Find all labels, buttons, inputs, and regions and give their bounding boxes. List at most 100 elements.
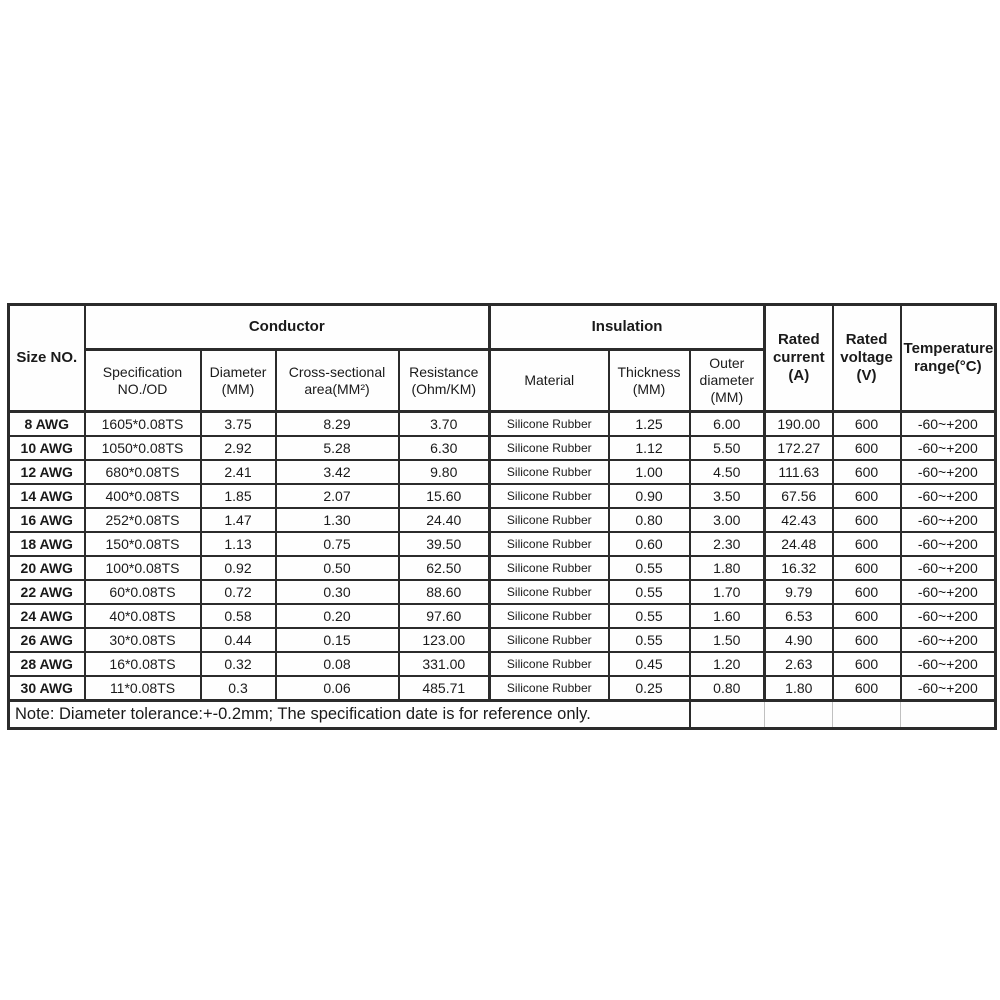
header-group-conductor: Conductor [83, 303, 492, 351]
table-cell: 8 AWG [7, 410, 86, 437]
table-cell: 1.80 [763, 675, 834, 702]
header-size-no: Size NO. [7, 303, 86, 413]
note-row: Note: Diameter tolerance:+-0.2mm; The sp… [7, 699, 997, 730]
table-cell: 15.60 [397, 483, 492, 509]
table-cell: 3.70 [397, 410, 492, 437]
table-cell: -60~+200 [899, 603, 997, 629]
table-cell: Silicone Rubber [488, 627, 610, 653]
table-row: 24 AWG 40*0.08TS 0.58 0.20 97.60 Silicone Rub… [7, 603, 997, 629]
table-cell: 9.79 [763, 579, 834, 605]
table-cell: 680*0.08TS [83, 459, 202, 485]
table-cell: 16.32 [763, 555, 834, 581]
table-cell: 600 [831, 675, 902, 702]
table-cell: 600 [831, 507, 902, 533]
table-cell: 600 [831, 555, 902, 581]
table-cell: 1.00 [607, 459, 691, 485]
table-cell: 1.12 [607, 435, 691, 461]
table-cell: 600 [831, 651, 902, 677]
header-material: Material [488, 348, 610, 413]
table-cell: 0.3 [199, 675, 277, 702]
table-cell: -60~+200 [899, 579, 997, 605]
table-cell: 1.30 [274, 507, 400, 533]
table-cell: 100*0.08TS [83, 555, 202, 581]
table-cell: 1.70 [688, 579, 767, 605]
table-cell: 16*0.08TS [83, 651, 202, 677]
table-cell: -60~+200 [899, 531, 997, 557]
table-note: Note: Diameter tolerance:+-0.2mm; The sp… [7, 699, 691, 730]
table-cell: 30 AWG [7, 675, 86, 702]
table-cell: Silicone Rubber [488, 459, 610, 485]
table-cell: 1605*0.08TS [83, 410, 202, 437]
table-row: 12 AWG 680*0.08TS 2.41 3.42 9.80 Silicone Rub… [7, 459, 997, 485]
table-cell: 0.75 [274, 531, 400, 557]
table-cell: 0.08 [274, 651, 400, 677]
table-cell: 40*0.08TS [83, 603, 202, 629]
table-cell: 0.55 [607, 579, 691, 605]
table-cell: Silicone Rubber [488, 603, 610, 629]
table-cell: -60~+200 [899, 651, 997, 677]
table-cell: 11*0.08TS [83, 675, 202, 702]
table-cell: -60~+200 [899, 483, 997, 509]
table-cell: 1.25 [607, 410, 691, 437]
table-cell: 60*0.08TS [83, 579, 202, 605]
table-cell: -60~+200 [899, 459, 997, 485]
table-cell: 8.29 [274, 410, 400, 437]
table-cell: Silicone Rubber [488, 531, 610, 557]
header-specification: Specification NO./OD [83, 348, 202, 413]
table-cell: 24.48 [763, 531, 834, 557]
table-cell: 0.55 [607, 555, 691, 581]
table-cell: Silicone Rubber [488, 410, 610, 437]
empty-cell [689, 699, 766, 730]
table-cell: 2.92 [199, 435, 277, 461]
table-cell: 5.50 [688, 435, 767, 461]
table-cell: 0.90 [607, 483, 691, 509]
table-cell: 1.20 [688, 651, 767, 677]
header-temperature-range: Temperature range(°C) [899, 303, 997, 413]
table-cell: -60~+200 [899, 555, 997, 581]
wire-spec-table: Size NO. Conductor Insulation Rated curr… [7, 303, 998, 730]
header-outer-diameter: Outer diameter (MM) [688, 348, 767, 413]
table-cell: 150*0.08TS [83, 531, 202, 557]
empty-cell [832, 699, 902, 730]
table-cell: 2.07 [274, 483, 400, 509]
table-cell: 3.00 [688, 507, 767, 533]
table-cell: 2.63 [763, 651, 834, 677]
table-row: 28 AWG 16*0.08TS 0.32 0.08 331.00 Silicone Ru… [7, 651, 997, 677]
table-cell: 26 AWG [7, 627, 86, 653]
table-cell: 600 [831, 435, 902, 461]
table-cell: 1.80 [688, 555, 767, 581]
table-cell: 3.50 [688, 483, 767, 509]
table-cell: 12 AWG [7, 459, 86, 485]
table-cell: -60~+200 [899, 627, 997, 653]
table-footer: Note: Diameter tolerance:+-0.2mm; The sp… [7, 699, 997, 730]
table-cell: 18 AWG [7, 531, 86, 557]
table-cell: 16 AWG [7, 507, 86, 533]
table-cell: -60~+200 [899, 507, 997, 533]
table-cell: 39.50 [397, 531, 492, 557]
table-cell: 9.80 [397, 459, 492, 485]
table-cell: Silicone Rubber [488, 507, 610, 533]
table-cell: 0.25 [607, 675, 691, 702]
table-cell: 88.60 [397, 579, 492, 605]
table-cell: 111.63 [763, 459, 834, 485]
header-thickness: Thickness (MM) [607, 348, 691, 413]
table-cell: 0.06 [274, 675, 400, 702]
table-cell: Silicone Rubber [488, 555, 610, 581]
header-group-insulation: Insulation [488, 303, 767, 351]
table-cell: 0.44 [199, 627, 277, 653]
header-rated-voltage: Rated voltage (V) [831, 303, 902, 413]
table-cell: 14 AWG [7, 483, 86, 509]
table-cell: 0.32 [199, 651, 277, 677]
table-cell: 331.00 [397, 651, 492, 677]
table-cell: 1.85 [199, 483, 277, 509]
table-cell: 1.50 [688, 627, 767, 653]
header-diameter: Diameter (MM) [199, 348, 277, 413]
table-cell: -60~+200 [899, 675, 997, 702]
table-cell: 3.75 [199, 410, 277, 437]
table-cell: 600 [831, 531, 902, 557]
header-cross-sectional: Cross-sectional area(MM²) [274, 348, 400, 413]
table-cell: 6.53 [763, 603, 834, 629]
table-cell: 600 [831, 603, 902, 629]
table-body: 8 AWG 1605*0.08TS 3.75 8.29 3.70 Silicone Rub… [7, 410, 997, 702]
table-cell: -60~+200 [899, 410, 997, 437]
